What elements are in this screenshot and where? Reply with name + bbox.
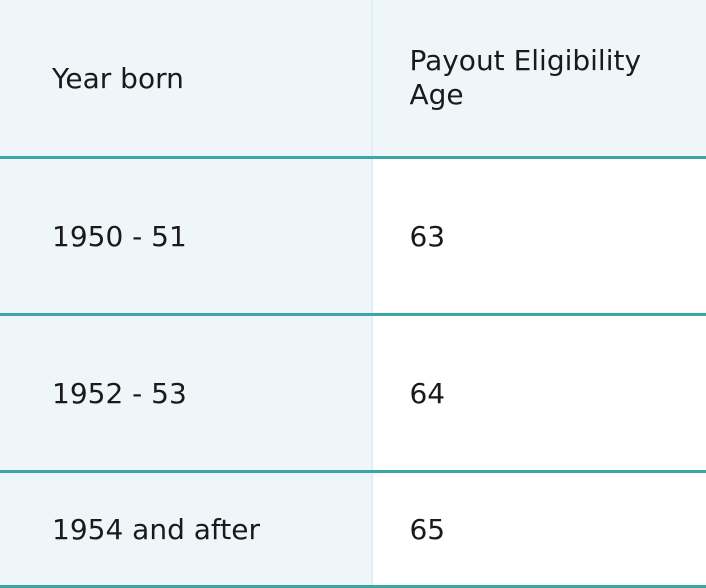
- table-row: 1950 - 51 63: [0, 156, 706, 315]
- header-cell: Year born: [0, 0, 374, 158]
- table-row: 1954 and after 65: [0, 470, 706, 588]
- table-cell: 1952 - 53: [0, 313, 374, 472]
- table-cell: 1950 - 51: [0, 156, 374, 315]
- table-row: 1952 - 53 64: [0, 313, 706, 472]
- table-cell: 1954 and after: [0, 470, 374, 588]
- table-cell: 65: [372, 470, 706, 588]
- table-body: 1950 - 51 63 1952 - 53 64 1954 and after 65: [0, 156, 706, 588]
- header-row: Year born Payout Eligibility Age: [0, 0, 706, 158]
- header-cell: Payout Eligibility Age: [372, 0, 706, 158]
- table-cell: 63: [372, 156, 706, 315]
- table-cell: 64: [372, 313, 706, 472]
